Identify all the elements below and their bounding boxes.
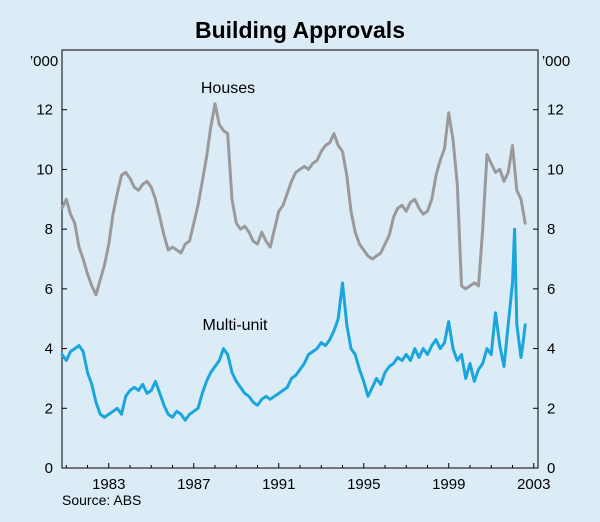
right-y-tick-label: 10 <box>547 161 564 178</box>
series-lines <box>60 102 527 422</box>
source-note: Source: ABS <box>62 492 141 508</box>
left-axis-unit: ’000 <box>30 53 58 70</box>
right-y-tick-label: 12 <box>547 102 564 119</box>
right-y-axis: 0 2 4 6 8 10 12 <box>533 102 564 477</box>
left-y-tick-label: 4 <box>45 341 53 358</box>
x-tick-label: 1991 <box>262 476 295 493</box>
left-y-tick-label: 6 <box>45 281 53 298</box>
x-tick-label: 2003 <box>517 476 550 493</box>
x-tick-label: 1987 <box>177 476 210 493</box>
series-line-houses <box>60 102 527 297</box>
right-axis-unit: ’000 <box>542 53 570 70</box>
series-label-multi-unit: Multi-unit <box>203 317 268 334</box>
left-y-tick-label: 12 <box>36 102 53 119</box>
x-tick-label: 1995 <box>347 476 380 493</box>
x-axis: 1983 1987 1991 1995 1999 2003 <box>65 463 550 493</box>
x-tick-label: 1999 <box>432 476 465 493</box>
right-y-tick-label: 0 <box>547 460 555 477</box>
left-y-tick-label: 0 <box>45 460 53 477</box>
x-tick-label: 1983 <box>92 476 125 493</box>
left-y-tick-label: 8 <box>45 221 53 238</box>
right-y-tick-label: 2 <box>547 400 555 417</box>
right-y-tick-label: 4 <box>547 341 555 358</box>
left-y-tick-label: 10 <box>36 161 53 178</box>
chart-title: Building Approvals <box>195 17 405 43</box>
series-label-houses: Houses <box>201 80 255 97</box>
left-y-axis: 0 2 4 6 8 10 12 <box>36 102 67 477</box>
left-y-tick-label: 2 <box>45 400 53 417</box>
right-y-tick-label: 8 <box>547 221 555 238</box>
series-line-multi-unit <box>60 227 527 422</box>
right-y-tick-label: 6 <box>547 281 555 298</box>
